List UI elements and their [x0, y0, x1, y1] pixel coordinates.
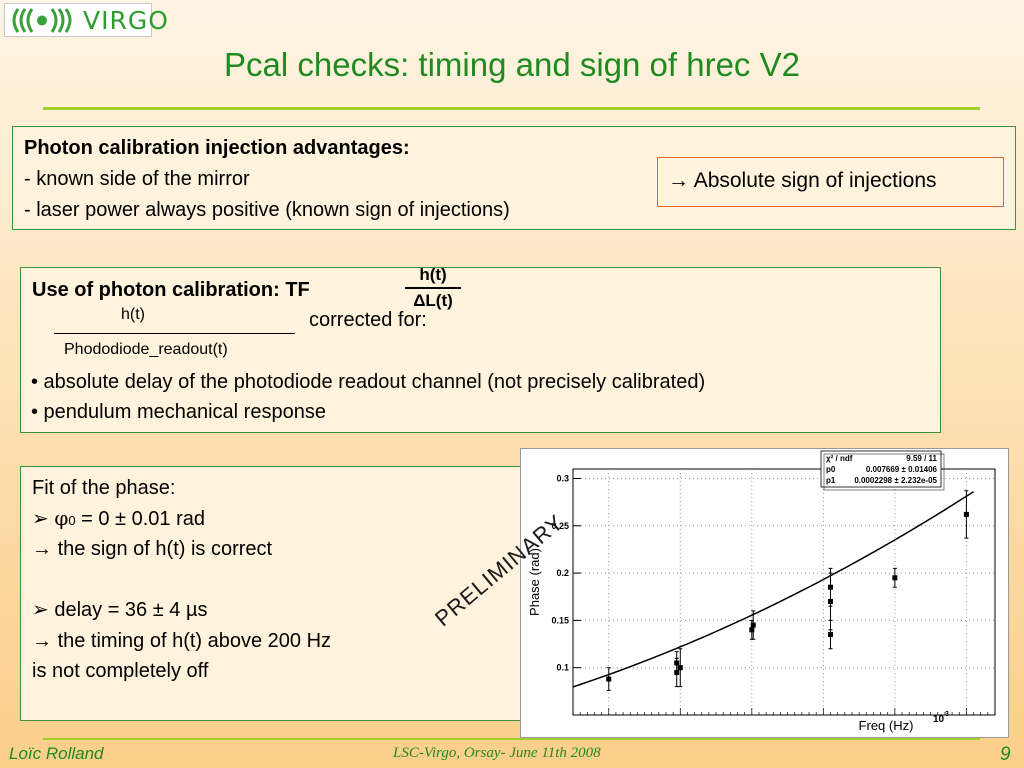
x-axis-label: Freq (Hz) [859, 718, 914, 733]
data-point [749, 627, 755, 633]
frac-denominator: Phododiode_readout(t) [64, 341, 228, 358]
y-tick-label: 0.15 [551, 615, 569, 625]
fit-phase-line: ➢ φ0 = 0 ± 0.01 rad [32, 503, 205, 536]
phi-symbol: φ [54, 506, 69, 530]
timing-line: → the timing of h(t) above 200 Hz [32, 626, 331, 657]
arrow-right-icon: → [32, 630, 52, 652]
fit-box: Fit of the phase: ➢ φ0 = 0 ± 0.01 rad → … [20, 466, 521, 721]
tf-box: Use of photon calibration: TF h(t) ΔL(t)… [20, 265, 941, 433]
phase-plot: 0.1 0.15 0.2 0.25 0.3 χ² / ndf 9.59 / 11 p0 0.00… [520, 448, 1009, 738]
frac-line [54, 333, 295, 334]
tf-heading: Use of photon calibration: TF [32, 279, 310, 301]
tf-denominator: ΔL(t) [413, 291, 453, 310]
fit-curve [572, 491, 974, 688]
advantages-heading: Photon calibration injection advantages: [24, 137, 410, 159]
stats-box-shadow [823, 453, 945, 491]
timing-text: the timing of h(t) above 200 Hz [57, 630, 332, 652]
stats-box [820, 450, 942, 488]
bullet-arrow-icon: ➢ [32, 508, 49, 530]
stats-value: 9.59 / 11 [906, 454, 937, 463]
correction-item: • absolute delay of the photodiode reado… [31, 371, 706, 393]
correction-item: • pendulum mechanical response [31, 401, 326, 423]
data-point [827, 598, 833, 604]
stats-label: p1 [826, 476, 836, 485]
bullet-arrow-icon: ➢ [32, 599, 49, 621]
data-point [674, 660, 680, 666]
y-tick-label: 0.25 [551, 521, 569, 531]
data-point [606, 676, 612, 682]
absolute-sign-callout: → Absolute sign of injections [657, 157, 1004, 207]
corrected-for: corrected for: [309, 309, 427, 331]
data-point [963, 511, 969, 517]
tf-fraction-line [405, 287, 461, 289]
stats-label: p0 [826, 465, 836, 474]
y-axis-label: Phase (rad) [527, 548, 542, 616]
plot-frame [572, 468, 996, 716]
timing-line-cont: is not completely off [32, 660, 209, 682]
virgo-waves-icon [12, 8, 72, 33]
data-point [677, 665, 683, 671]
arrow-right-icon: → [668, 169, 689, 192]
phase-plot-svg: 0.1 0.15 0.2 0.25 0.3 χ² / ndf 9.59 / 11 p0 0.00… [527, 450, 996, 733]
x-exponent-power: 3 [945, 711, 949, 718]
phi-subscript: 0 [68, 513, 76, 528]
delay-text: delay = 36 ± 4 µs [54, 599, 208, 621]
arrow-right-icon: → [32, 538, 52, 560]
phi-value: = 0 ± 0.01 rad [75, 508, 205, 530]
sign-line: → the sign of h(t) is correct [32, 534, 272, 565]
delay-line: ➢ delay = 36 ± 4 µs [32, 595, 207, 626]
slide-title: Pcal checks: timing and sign of hrec V2 [224, 46, 800, 83]
logo-text: VIRGO [83, 6, 169, 35]
callout-text: Absolute sign of injections [693, 169, 937, 192]
data-point [750, 622, 756, 628]
frac-numerator: h(t) [121, 306, 145, 323]
page-number: 9 [1000, 744, 1011, 765]
stats-label: χ² / ndf [826, 454, 853, 463]
footer-author: Loïc Rolland [9, 744, 104, 763]
y-tick-label: 0.2 [556, 568, 569, 578]
advantage-item: - known side of the mirror [24, 168, 250, 190]
advantage-item: - laser power always positive (known sig… [24, 199, 510, 221]
stats-value: 0.007669 ± 0.01406 [866, 465, 938, 474]
data-point [827, 632, 833, 638]
stats-value: 0.0002298 ± 2.232e-05 [854, 476, 937, 485]
data-point [892, 575, 898, 581]
sign-text: the sign of h(t) is correct [57, 538, 273, 560]
x-exponent-base: 10 [933, 714, 945, 725]
fit-heading: Fit of the phase: [32, 477, 176, 499]
virgo-logo: VIRGO [4, 3, 168, 37]
footer-rule [43, 738, 980, 740]
y-tick-label: 0.1 [556, 663, 569, 673]
title-rule [43, 107, 980, 110]
y-tick-label: 0.3 [556, 473, 569, 483]
footer-event: LSC-Virgo, Orsay- June 11th 2008 [393, 745, 601, 761]
tf-numerator: h(t) [419, 265, 447, 284]
